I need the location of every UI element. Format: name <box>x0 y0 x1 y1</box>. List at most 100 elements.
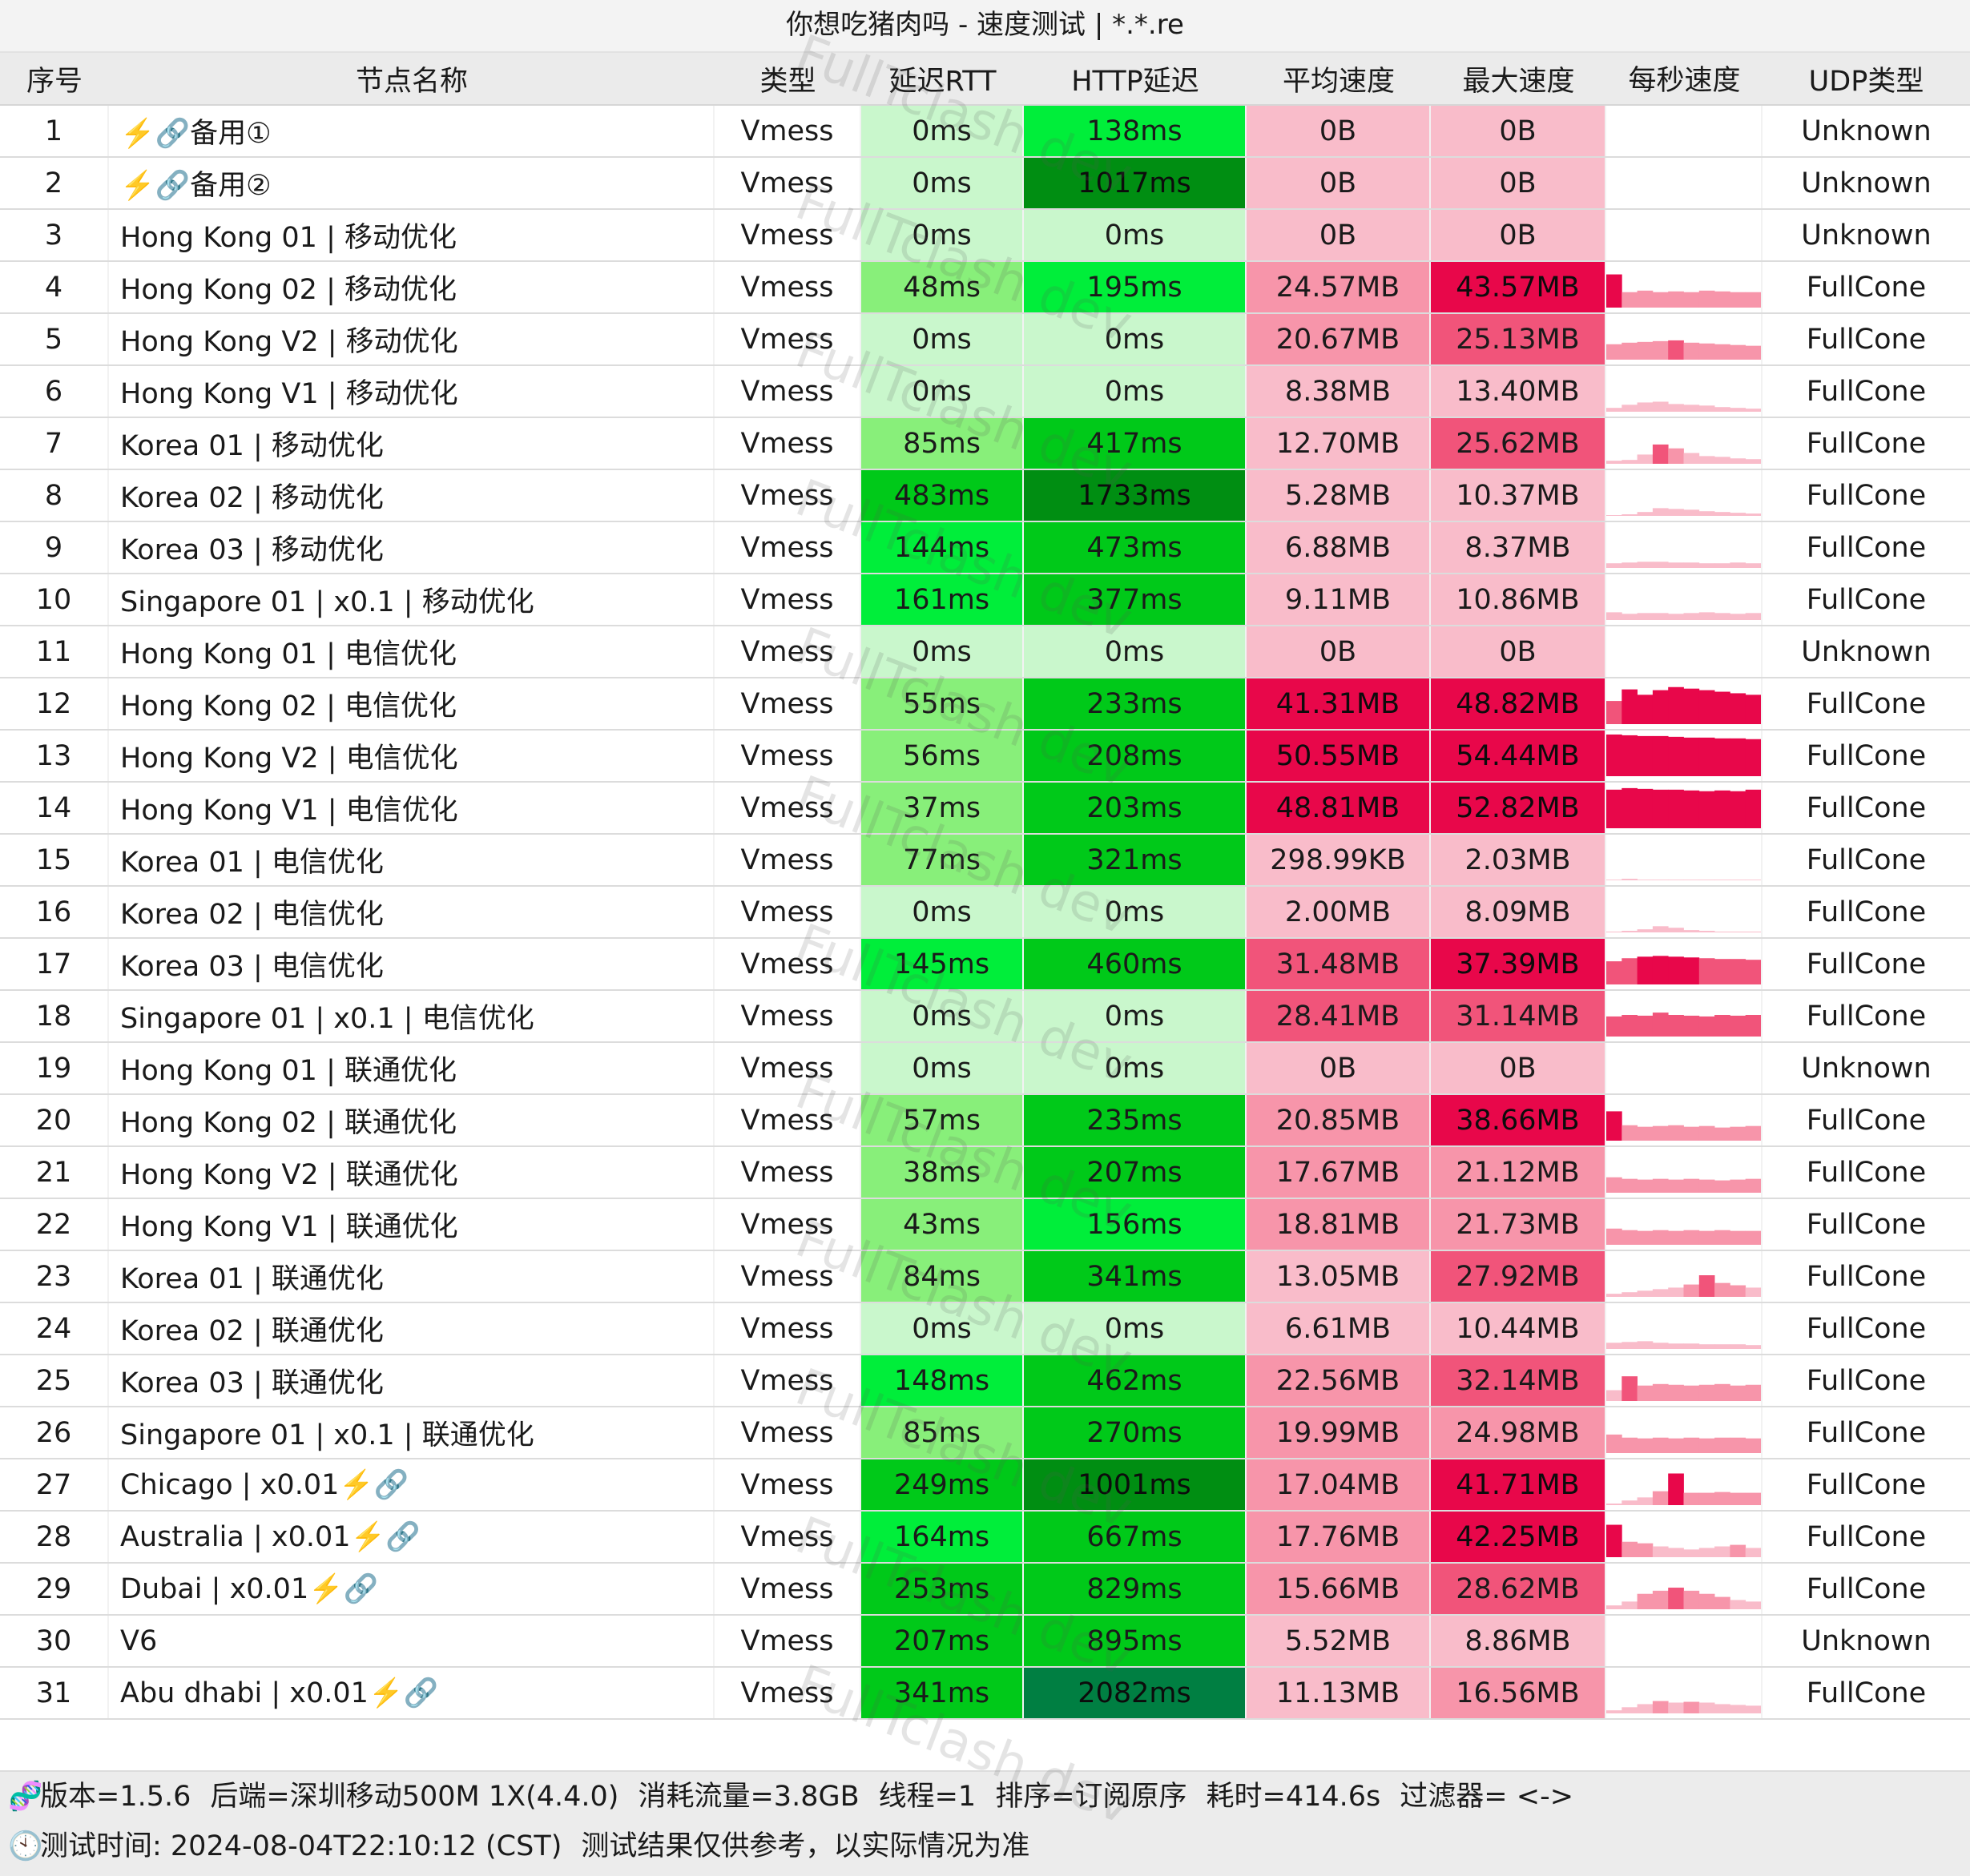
speed-chart-cell <box>1606 1251 1763 1302</box>
per-second-speed-chart <box>1606 1275 1761 1297</box>
per-second-speed-chart <box>1606 1588 1761 1609</box>
avg-speed-cell: 41.31MB <box>1247 678 1431 729</box>
rtt-cell: 0ms <box>861 210 1024 260</box>
max-speed-cell: 8.86MB <box>1431 1616 1606 1666</box>
rtt-cell: 56ms <box>861 731 1024 781</box>
speed-bar <box>1637 1543 1654 1557</box>
node-index: 27 <box>0 1459 109 1510</box>
speed-bar <box>1683 613 1700 620</box>
avg-speed-cell: 0B <box>1247 210 1431 260</box>
node-type: Vmess <box>715 991 861 1041</box>
speed-bar <box>1730 344 1746 360</box>
header-index: 序号 <box>26 65 83 98</box>
speed-bar <box>1730 562 1746 568</box>
node-type: Vmess <box>715 626 861 677</box>
speed-chart-cell <box>1606 1199 1763 1250</box>
speed-chart-cell <box>1606 835 1763 885</box>
avg-speed-cell: 20.67MB <box>1247 314 1431 364</box>
speed-bar <box>1637 1593 1654 1609</box>
per-second-speed-chart <box>1606 1177 1761 1193</box>
speed-bar <box>1714 738 1730 776</box>
rtt-cell: 0ms <box>861 366 1024 417</box>
speed-bar <box>1652 562 1669 568</box>
per-second-speed-chart <box>1606 734 1761 776</box>
speed-bar <box>1698 1230 1715 1245</box>
http-delay-cell: 460ms <box>1024 939 1247 989</box>
http-delay-cell: 156ms <box>1024 1199 1247 1250</box>
speed-bar <box>1714 457 1730 464</box>
avg-speed-cell: 22.56MB <box>1247 1355 1431 1406</box>
max-speed-cell: 8.09MB <box>1431 887 1606 937</box>
header-http-delay: HTTP延迟 <box>1071 65 1199 98</box>
node-index: 2 <box>0 158 109 208</box>
http-delay-cell: 1001ms <box>1024 1459 1247 1510</box>
http-delay-cell: 1017ms <box>1024 158 1247 208</box>
http-delay-cell: 0ms <box>1024 1043 1247 1093</box>
speed-bar <box>1683 1343 1700 1349</box>
speed-bar <box>1606 563 1622 568</box>
rtt-cell: 161ms <box>861 574 1024 625</box>
udp-type-cell: FullCone <box>1806 1520 1927 1553</box>
speed-bar <box>1683 292 1700 308</box>
rtt-cell: 483ms <box>861 470 1024 521</box>
per-second-speed-chart <box>1606 787 1761 828</box>
speed-chart-cell <box>1606 1303 1763 1354</box>
table-row: 30 V6 Vmess 207ms 895ms 5.52MB 8.86MB Unknown <box>0 1616 1970 1668</box>
udp-type-cell: FullCone <box>1806 1156 1927 1189</box>
http-delay-cell: 1733ms <box>1024 470 1247 521</box>
node-name: Korea 02 | 电信优化 <box>109 887 715 937</box>
node-name: Hong Kong V2 | 移动优化 <box>109 314 715 364</box>
max-speed-cell: 25.13MB <box>1431 314 1606 364</box>
footer-threads: 线程=1 <box>878 1781 977 1813</box>
node-index: 16 <box>0 887 109 937</box>
speed-bar <box>1622 342 1638 360</box>
node-index: 29 <box>0 1564 109 1614</box>
max-speed-cell: 13.40MB <box>1431 366 1606 417</box>
rtt-cell: 57ms <box>861 1095 1024 1145</box>
rtt-cell: 0ms <box>861 991 1024 1041</box>
speed-bar <box>1622 1541 1638 1557</box>
node-type: Vmess <box>715 314 861 364</box>
speed-bar <box>1698 405 1715 412</box>
node-type: Vmess <box>715 887 861 937</box>
speed-bar <box>1698 958 1715 984</box>
speed-bar <box>1637 1126 1654 1141</box>
window-title: 你想吃猪肉吗 - 速度测试 | *.*.re <box>0 0 1970 53</box>
avg-speed-cell: 17.67MB <box>1247 1147 1431 1198</box>
node-name: Singapore 01 | x0.1 | 联通优化 <box>109 1407 715 1458</box>
table-row: 6 Hong Kong V1 | 移动优化 Vmess 0ms 0ms 8.38MB 13.… <box>0 366 1970 418</box>
speed-bar <box>1606 612 1622 620</box>
speed-bar <box>1637 956 1654 984</box>
max-speed-cell: 38.66MB <box>1431 1095 1606 1145</box>
speed-bar <box>1668 1473 1684 1505</box>
max-speed-cell: 48.82MB <box>1431 678 1606 729</box>
http-delay-cell: 377ms <box>1024 574 1247 625</box>
speed-bar <box>1745 1548 1761 1557</box>
avg-speed-cell: 5.52MB <box>1247 1616 1431 1666</box>
avg-speed-cell: 12.70MB <box>1247 418 1431 469</box>
footer-elapsed: 耗时=414.6s <box>1206 1781 1381 1813</box>
http-delay-cell: 462ms <box>1024 1355 1247 1406</box>
speed-bar <box>1606 408 1622 412</box>
speed-bar <box>1637 402 1654 412</box>
avg-speed-cell: 28.41MB <box>1247 991 1431 1041</box>
speed-bar <box>1637 1341 1654 1349</box>
speed-bar <box>1606 1504 1622 1505</box>
rtt-cell: 0ms <box>861 887 1024 937</box>
node-name: Korea 03 | 电信优化 <box>109 939 715 989</box>
speed-bar <box>1622 689 1638 724</box>
http-delay-cell: 0ms <box>1024 314 1247 364</box>
speed-chart-cell <box>1606 1564 1763 1614</box>
node-index: 18 <box>0 991 109 1041</box>
speed-chart-cell <box>1606 574 1763 625</box>
rtt-cell: 144ms <box>861 522 1024 573</box>
per-second-speed-chart <box>1606 401 1761 412</box>
speed-bar <box>1698 1438 1715 1453</box>
node-type: Vmess <box>715 470 861 521</box>
udp-type-cell: Unknown <box>1801 167 1932 199</box>
speed-bar <box>1714 1127 1730 1141</box>
speed-bar <box>1652 1012 1669 1037</box>
speed-bar <box>1637 613 1654 620</box>
http-delay-cell: 195ms <box>1024 262 1247 312</box>
speed-bar <box>1698 612 1715 620</box>
